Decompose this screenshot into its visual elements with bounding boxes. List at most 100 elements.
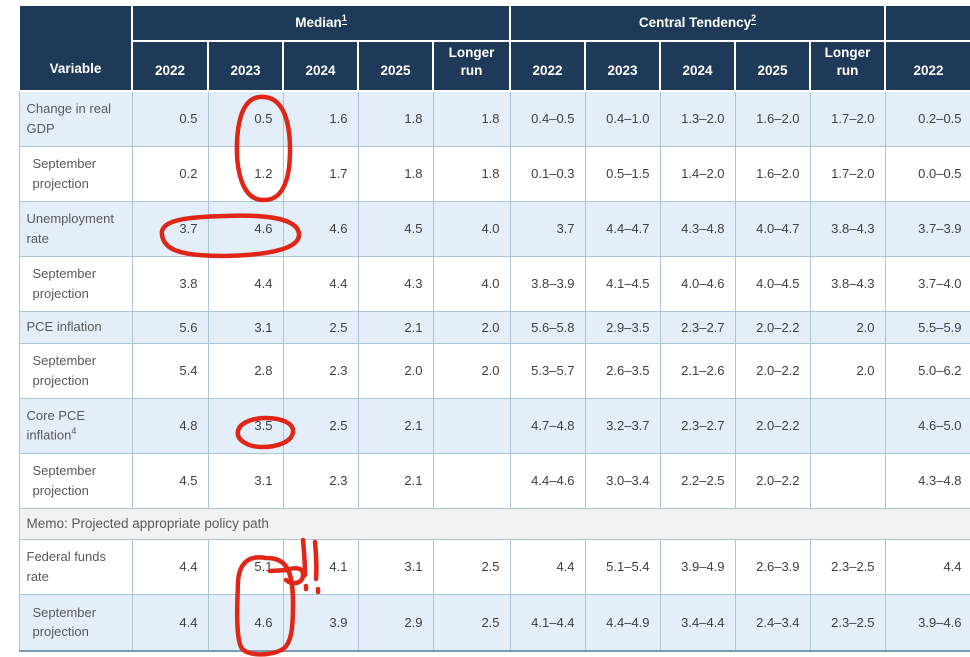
data-cell: 1.8 [432, 90, 511, 147]
data-cell: 3.7–4.0 [884, 255, 970, 312]
footnote-2-link[interactable]: 2 [751, 13, 757, 26]
row-label: Change in real GDP [18, 90, 133, 147]
data-cell: 2.3–2.7 [659, 397, 736, 454]
data-cell: 2.9–3.5 [584, 310, 661, 344]
data-cell: 3.5 [207, 397, 284, 454]
data-cell: 4.5 [131, 452, 209, 509]
data-cell: 2.0 [357, 342, 434, 399]
data-cell: 1.4–2.0 [659, 145, 736, 202]
data-cell: 4.7–4.8 [509, 397, 586, 454]
data-cell: 1.7–2.0 [809, 90, 886, 147]
footnote-1-link[interactable]: 1 [341, 13, 347, 26]
data-cell: 2.5 [282, 397, 359, 454]
row-label: Unemployment rate [18, 200, 133, 257]
data-cell: 3.0–3.4 [584, 452, 661, 509]
row-label: September projection [18, 452, 133, 509]
table-row: Unemployment rate 3.7 4.6 4.6 4.5 4.0 3.7 4.4–4… [18, 200, 970, 257]
data-cell: 3.2–3.7 [584, 397, 661, 454]
data-cell: 1.7 [282, 145, 359, 202]
data-cell: 3.4–4.4 [659, 593, 736, 652]
table-row: September projection 5.4 2.8 2.3 2.0 2.0 5.3–5… [18, 342, 970, 399]
data-cell: 2.3–2.5 [809, 538, 886, 595]
data-cell: 5.1 [207, 538, 284, 595]
data-cell: 2.5 [282, 310, 359, 344]
data-cell: 1.6–2.0 [734, 90, 811, 147]
data-cell: 5.0–6.2 [884, 342, 970, 399]
data-cell: 2.3–2.5 [809, 593, 886, 652]
data-cell: 2.1 [357, 310, 434, 344]
table-row: PCE inflation 5.6 3.1 2.5 2.1 2.0 5.6–5.8 2.9–3… [18, 310, 970, 344]
data-cell: 5.1–5.4 [584, 538, 661, 595]
data-cell: 2.5 [432, 593, 511, 652]
data-cell: 0.1–0.3 [509, 145, 586, 202]
ct-longer-run-header: Longer run [809, 40, 887, 92]
table-row: September projection 4.4 4.6 3.9 2.9 2.5 4.1–4… [18, 593, 970, 652]
range-year-2022-header: 2022 [884, 40, 970, 92]
data-cell: 2.3 [282, 452, 359, 509]
data-cell: 3.9–4.6 [884, 593, 970, 652]
data-cell: 3.1 [207, 452, 284, 509]
data-cell: 1.8 [432, 145, 511, 202]
data-cell: 1.7–2.0 [809, 145, 886, 202]
data-cell: 5.4 [131, 342, 209, 399]
data-cell: 1.8 [357, 90, 434, 147]
median-group-header: Median1 [130, 4, 512, 42]
data-cell: 4.4–4.7 [584, 200, 661, 257]
data-cell: 2.6–3.5 [584, 342, 661, 399]
data-cell: 3.9 [282, 593, 359, 652]
data-cell: 2.8 [207, 342, 284, 399]
data-cell: 0.4–0.5 [509, 90, 586, 147]
data-cell: 2.0 [432, 310, 511, 344]
variable-label: Variable [49, 60, 102, 76]
table-row: September projection 3.8 4.4 4.4 4.3 4.0 3.8–3… [18, 255, 970, 312]
data-cell: 4.4–4.6 [509, 452, 586, 509]
data-cell: 0.2–0.5 [884, 90, 970, 147]
data-cell: 4.3–4.8 [884, 452, 970, 509]
data-cell [432, 452, 511, 509]
data-cell: 4.0–4.6 [659, 255, 736, 312]
data-cell: 4.4 [207, 255, 284, 312]
data-cell: 1.6–2.0 [734, 145, 811, 202]
central-tendency-group-label: Central Tendency [638, 14, 752, 30]
data-cell [809, 397, 886, 454]
data-cell: 3.7–3.9 [884, 200, 970, 257]
memo-row: Memo: Projected appropriate policy path [18, 507, 970, 540]
data-cell: 3.9–4.9 [659, 538, 736, 595]
table-row: Change in real GDP 0.5 0.5 1.6 1.8 1.8 0.4–0.5… [18, 90, 970, 147]
data-cell: 0.0–0.5 [884, 145, 970, 202]
data-cell: 3.8–4.3 [809, 200, 886, 257]
median-year-2025-header: 2025 [357, 40, 434, 92]
median-group-label: Median [295, 14, 342, 30]
data-cell: 4.4 [509, 538, 586, 595]
data-cell: 2.0 [432, 342, 511, 399]
data-cell: 2.0–2.2 [734, 310, 811, 344]
data-cell: 4.4 [131, 538, 209, 595]
data-cell: 4.4 [884, 538, 970, 595]
table-row: September projection 0.2 1.2 1.7 1.8 1.8 0.1–0… [18, 145, 970, 202]
table-body: Change in real GDP 0.5 0.5 1.6 1.8 1.8 0.4–0.5… [18, 90, 970, 652]
table-row: September projection 4.5 3.1 2.3 2.1 4.4–4.6 3… [18, 452, 970, 509]
row-label: September projection [18, 255, 133, 312]
data-cell: 3.7 [131, 200, 209, 257]
footnote-4-marker: 4 [71, 426, 77, 437]
data-cell: 4.1–4.5 [584, 255, 661, 312]
data-cell: 3.1 [357, 538, 434, 595]
median-year-2022-header: 2022 [131, 40, 209, 92]
data-cell: 4.0–4.7 [734, 200, 811, 257]
data-cell: 0.5 [207, 90, 284, 147]
data-cell: 2.0–2.2 [734, 452, 811, 509]
row-label: September projection [18, 145, 133, 202]
data-cell: 2.1 [357, 452, 434, 509]
data-cell: 4.3–4.8 [659, 200, 736, 257]
data-cell: 5.5–5.9 [884, 310, 970, 344]
data-cell: 0.5–1.5 [584, 145, 661, 202]
data-cell: 2.1 [357, 397, 434, 454]
data-cell: 4.6 [207, 200, 284, 257]
ct-year-2022-header: 2022 [509, 40, 587, 92]
variable-column-header: Variable [18, 4, 133, 92]
range-group-header [884, 4, 970, 42]
data-cell: 2.0 [809, 342, 886, 399]
data-cell: 0.4–1.0 [584, 90, 661, 147]
data-cell: 3.8–3.9 [509, 255, 586, 312]
